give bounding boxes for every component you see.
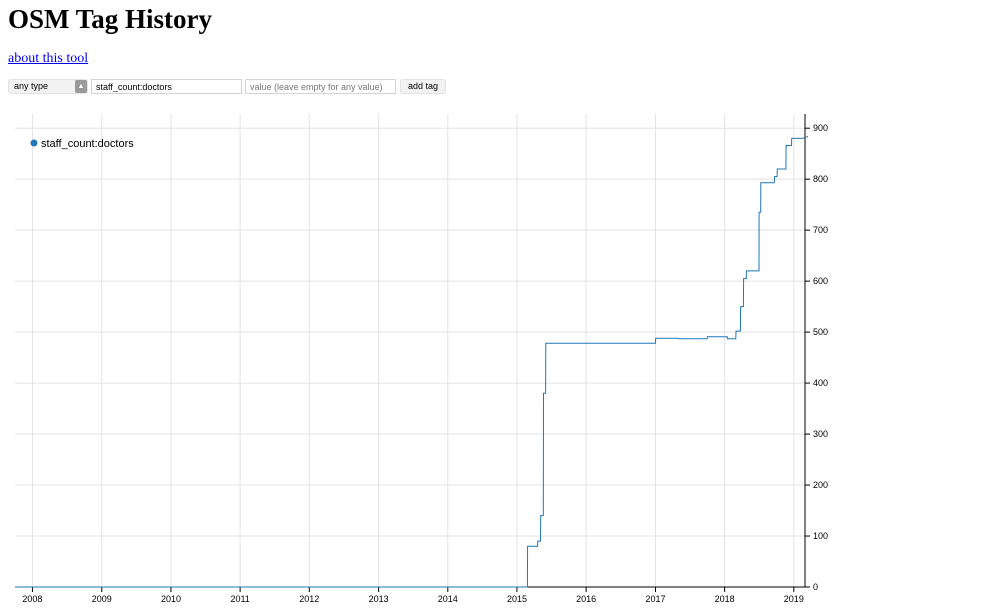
add-tag-button[interactable]: add tag <box>400 79 446 94</box>
y-tick-label: 200 <box>813 480 828 490</box>
series-line <box>15 137 803 588</box>
type-select[interactable]: any type ▲ <box>8 79 88 94</box>
value-input[interactable] <box>245 79 396 94</box>
x-tick-label: 2016 <box>576 594 596 604</box>
y-tick-label: 800 <box>813 174 828 184</box>
y-tick-label: 600 <box>813 276 828 286</box>
about-link[interactable]: about this tool <box>8 51 89 66</box>
x-tick-label: 2012 <box>299 594 319 604</box>
y-tick-label: 300 <box>813 429 828 439</box>
y-tick-label: 0 <box>813 582 818 592</box>
y-tick-label: 500 <box>813 327 828 337</box>
x-tick-label: 2010 <box>161 594 181 604</box>
x-tick-label: 2015 <box>507 594 527 604</box>
x-tick-label: 2014 <box>438 594 458 604</box>
y-tick-label: 900 <box>813 123 828 133</box>
y-tick-label: 400 <box>813 378 828 388</box>
x-tick-label: 2009 <box>92 594 112 604</box>
x-tick-label: 2018 <box>715 594 735 604</box>
series-line-tail <box>802 135 809 139</box>
select-arrows-icon: ▲ <box>75 80 87 93</box>
x-tick-label: 2011 <box>230 594 249 604</box>
key-input[interactable] <box>91 79 242 94</box>
x-tick-label: 2019 <box>784 594 804 604</box>
tag-history-chart: 2008 2009 2010 2011 2012 2013 2014 2015 2016 2017… <box>15 114 828 604</box>
page-title: OSM Tag History <box>8 4 213 34</box>
legend-marker <box>30 139 38 147</box>
x-tick-label: 2017 <box>645 594 665 604</box>
y-tick-label: 700 <box>813 225 828 235</box>
y-tick-label: 100 <box>813 531 828 541</box>
x-tick-label: 2008 <box>22 594 42 604</box>
type-select-value: any type <box>14 81 49 91</box>
legend-label: staff_count:doctors <box>41 138 134 150</box>
x-tick-label: 2013 <box>369 594 389 604</box>
